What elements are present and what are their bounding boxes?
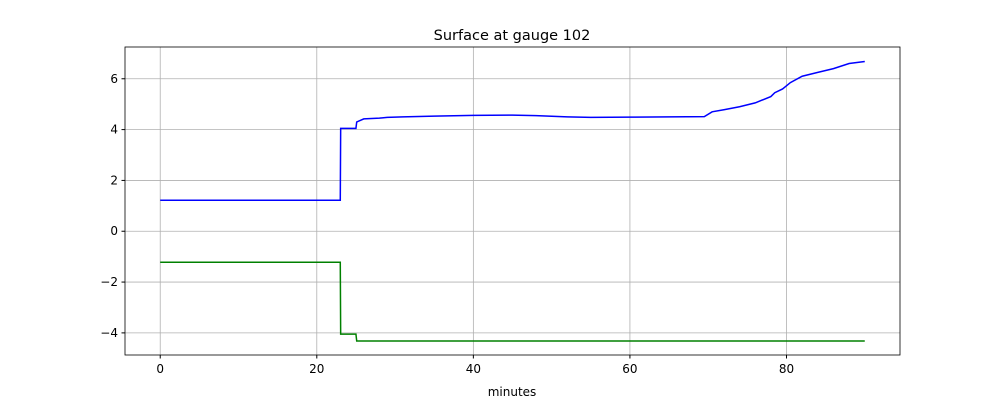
y-tick-label: −2 [100,275,118,289]
x-tick-label: 80 [779,362,794,376]
y-tick-label: 4 [110,123,118,137]
series-line [160,60,865,201]
x-tick-label: 20 [309,362,324,376]
chart-title: Surface at gauge 102 [434,28,591,44]
x-tick-label: 0 [156,362,164,376]
x-tick-label: 60 [622,362,637,376]
y-tick-label: 6 [110,72,118,86]
y-tick-label: 0 [110,224,118,238]
plot-frame [124,46,901,356]
x-axis-label: minutes [488,385,537,399]
series-line [160,261,865,342]
y-tick-label: 2 [110,173,118,187]
y-tick-label: −4 [100,326,118,340]
x-tick-label: 40 [466,362,481,376]
